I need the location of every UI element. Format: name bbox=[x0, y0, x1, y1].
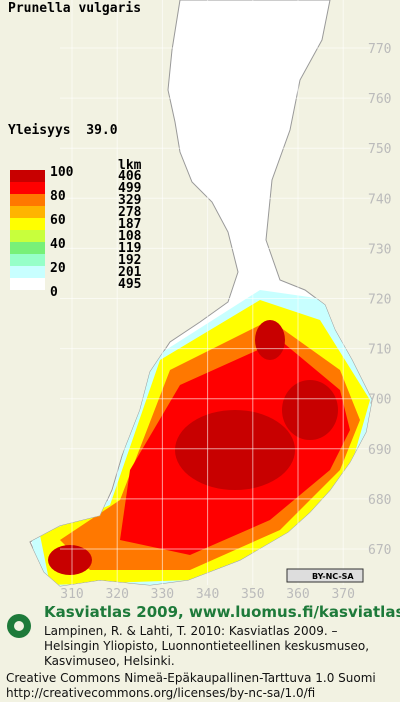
northing-label: 700 bbox=[368, 393, 391, 408]
legend-scale-label: 40 bbox=[50, 237, 66, 252]
legend-swatch bbox=[10, 278, 45, 290]
logo-inner bbox=[14, 621, 24, 631]
easting-label: 330 bbox=[151, 587, 174, 602]
legend-swatch bbox=[10, 230, 45, 242]
northing-label: 670 bbox=[368, 543, 391, 558]
legend-swatch bbox=[10, 170, 45, 182]
cc-badge bbox=[286, 568, 364, 583]
easting-label: 310 bbox=[60, 587, 83, 602]
legend-count: 329 bbox=[118, 193, 141, 208]
license-line: http://creativecommons.org/licenses/by-n… bbox=[6, 686, 315, 700]
easting-label: 360 bbox=[286, 587, 309, 602]
footer-heading: Kasviatlas 2009, www.luomus.fi/kasviatla… bbox=[44, 603, 400, 621]
legend-scale-label: 100 bbox=[50, 165, 74, 180]
legend-count: 201 bbox=[118, 265, 142, 280]
legend-count: 406 bbox=[118, 169, 142, 184]
legend-swatch bbox=[10, 206, 45, 218]
legend-count: 495 bbox=[118, 277, 141, 292]
distribution bbox=[30, 290, 372, 586]
northing-label: 750 bbox=[368, 142, 391, 157]
frequency: Yleisyys 39.0 bbox=[8, 123, 118, 138]
northing-label: 690 bbox=[368, 443, 391, 458]
northing-label: 680 bbox=[368, 493, 391, 508]
legend-swatch bbox=[10, 266, 45, 278]
citation-line: Lampinen, R. & Lahti, T. 2010: Kasviatla… bbox=[44, 624, 338, 638]
legend-count: 187 bbox=[118, 217, 141, 232]
legend-scale-label: 20 bbox=[50, 261, 66, 276]
northing-label: 710 bbox=[368, 343, 391, 358]
legend-swatch bbox=[10, 182, 45, 194]
easting-label: 320 bbox=[105, 587, 128, 602]
easting-label: 350 bbox=[241, 587, 264, 602]
legend-count: 499 bbox=[118, 181, 141, 196]
citation-line: Kasvimuseo, Helsinki. bbox=[44, 654, 175, 668]
species-title: Prunella vulgaris bbox=[8, 1, 141, 16]
legend-scale-label: 60 bbox=[50, 213, 66, 228]
northing-label: 760 bbox=[368, 92, 391, 107]
legend-count: 192 bbox=[118, 253, 141, 268]
northing-label: 720 bbox=[368, 293, 391, 308]
citation-line: Helsingin Yliopisto, Luonnontieteellinen… bbox=[44, 639, 369, 653]
northing-label: 770 bbox=[368, 42, 391, 57]
cc-badge-text: BY-NC-SA bbox=[312, 572, 354, 581]
northing-label: 740 bbox=[368, 192, 391, 207]
legend-count: 278 bbox=[118, 205, 142, 220]
legend-count: 108 bbox=[118, 229, 142, 244]
legend-swatch bbox=[10, 254, 45, 266]
legend-swatch bbox=[10, 194, 45, 206]
legend-count: 119 bbox=[118, 241, 141, 256]
count-header: lkm bbox=[118, 158, 142, 173]
northing-label: 730 bbox=[368, 242, 391, 257]
easting-label: 340 bbox=[196, 587, 219, 602]
easting-label: 370 bbox=[331, 587, 354, 602]
grid: 770 760 750 740 730 720 710 700 690 680 670 310 320 3… bbox=[60, 0, 391, 602]
legend-swatch bbox=[10, 242, 45, 254]
legend-scale-label: 80 bbox=[50, 189, 66, 204]
legend-scale-label: 0 bbox=[50, 285, 58, 300]
legend-swatch bbox=[10, 218, 45, 230]
license-line: Creative Commons Nimeä-Epäkaupallinen-Ta… bbox=[6, 671, 376, 685]
